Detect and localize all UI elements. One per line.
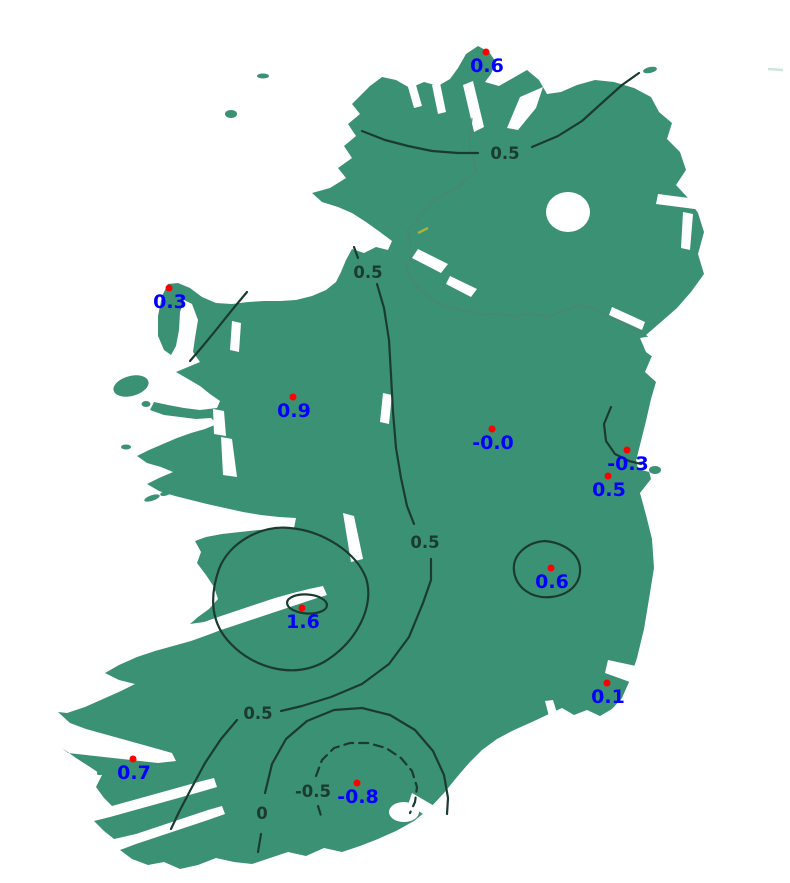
contour-line-0p5-oakpark-loop: [512, 539, 582, 599]
pale-dash-artifact: [767, 67, 784, 72]
valentia-island: [96, 764, 112, 776]
weather-station: 0.5: [592, 472, 626, 501]
achill-island: [113, 375, 149, 397]
contour-line-1p5-shannon-loop: [285, 593, 329, 615]
station-dot: [289, 393, 297, 401]
wexford-harbour-inlet: [605, 660, 636, 682]
aran-island-1: [144, 494, 160, 502]
mulroy-bay-inlet: [432, 83, 446, 114]
station-value-label: 0.5: [592, 479, 626, 501]
contour-line-0p5-main-b: [375, 282, 416, 526]
station-dot: [129, 755, 137, 763]
station-dot: [488, 425, 496, 433]
dundalk-bay-inlet: [640, 334, 664, 364]
rathlin-island: [643, 66, 657, 74]
station-value-label: -0.0: [472, 432, 514, 454]
arranmore-island: [225, 110, 237, 118]
contour-line-neg0p5-cork-tail: [316, 804, 324, 821]
weather-station: -0.8: [337, 779, 379, 808]
station-value-label: -0.8: [337, 786, 379, 808]
weather-station: -0.3: [607, 446, 649, 475]
station-value-label: 0.3: [153, 291, 187, 313]
lough-conn: [230, 321, 241, 352]
weather-station: 0.7: [117, 755, 151, 784]
belfast-lough-inlet: [656, 194, 712, 211]
weather-station: 0.1: [591, 679, 625, 708]
station-dot: [547, 564, 555, 572]
station-dot: [604, 472, 612, 480]
islands: [96, 66, 661, 861]
clare-island: [141, 401, 151, 407]
stations-layer: 0.6 0.3 0.9 -0.0 -0.3 0.5 0.6 1.6 0.1 0.7 -0.8: [117, 48, 649, 808]
lough-foyle-inlet: [507, 87, 543, 130]
aran-island-3: [174, 486, 184, 492]
tory-island: [257, 73, 269, 79]
contour-line-0-south-b: [263, 706, 450, 816]
lough-ree: [380, 393, 392, 424]
station-value-label: 0.6: [470, 55, 504, 77]
contour-level-label: -0.5: [295, 782, 331, 801]
howth-head: [649, 466, 661, 474]
aran-island-2: [160, 489, 172, 497]
weather-station: 0.3: [153, 284, 187, 313]
waterford-harbour-inlet: [545, 700, 562, 732]
station-dot: [298, 604, 306, 612]
station-value-label: 1.6: [286, 611, 320, 633]
contour-line-0p5-main-d: [169, 718, 239, 831]
sea-inlets: [389, 81, 712, 822]
contour-line-0p5-north-east: [530, 71, 641, 149]
strangford-lough-inlet: [681, 212, 693, 250]
ni-border-line: [406, 117, 642, 334]
lough-corrib: [221, 437, 237, 477]
station-value-label: 0.6: [535, 571, 569, 593]
station-dot: [482, 48, 490, 56]
inishbofin-island: [121, 444, 131, 450]
olive-dash-artifact: [417, 226, 429, 235]
contour-lines: [169, 71, 643, 854]
ireland-landmass: [58, 46, 704, 869]
weather-station: 0.9: [277, 393, 311, 422]
contour-level-label: 0.5: [490, 144, 519, 163]
lakes: [213, 192, 590, 562]
upper-lough-erne: [446, 276, 477, 297]
station-value-label: 0.9: [277, 400, 311, 422]
contour-line-0p5-main-c: [279, 557, 433, 713]
contour-line-0p5-north-west: [360, 129, 480, 155]
contour-line-0-dublin: [602, 405, 643, 466]
contour-level-label: 0.5: [410, 533, 439, 552]
contour-labels-layer: 0.5 0.5 0.5 0.5 0 -0.5: [240, 141, 523, 827]
contour-line-0p5-main-a: [352, 245, 360, 260]
weather-station: 0.6: [470, 48, 504, 77]
carlingford-lough-inlet: [609, 307, 645, 330]
bere-island: [126, 822, 140, 830]
contour-level-label: 0.5: [243, 704, 272, 723]
contour-level-label: 0: [256, 804, 267, 823]
contour-line-0-south-a: [256, 832, 263, 854]
lower-lough-erne: [412, 249, 448, 273]
contour-line-neg0p5-cork-arc: [314, 741, 419, 815]
lough-neagh: [546, 192, 590, 232]
contour-line-1p0-shannon-loop: [212, 526, 370, 672]
sheephaven-bay-inlet: [408, 85, 422, 108]
station-value-label: 0.1: [591, 686, 625, 708]
lough-swilly-inlet: [463, 81, 484, 132]
lough-mask: [213, 409, 226, 436]
station-dot: [165, 284, 173, 292]
station-dot: [623, 446, 631, 454]
weather-station: 1.6: [286, 604, 320, 633]
station-value-label: -0.3: [607, 453, 649, 475]
weather-station: 0.6: [535, 564, 569, 593]
station-dot: [353, 779, 361, 787]
lough-derg: [343, 513, 363, 562]
contour-level-label: 0.5: [353, 263, 382, 282]
contour-line-0p5-mayo-branch: [188, 290, 249, 363]
cape-clear-island: [144, 855, 156, 861]
station-value-label: 0.7: [117, 762, 151, 784]
station-dot: [603, 679, 611, 687]
weather-station: -0.0: [472, 425, 514, 454]
